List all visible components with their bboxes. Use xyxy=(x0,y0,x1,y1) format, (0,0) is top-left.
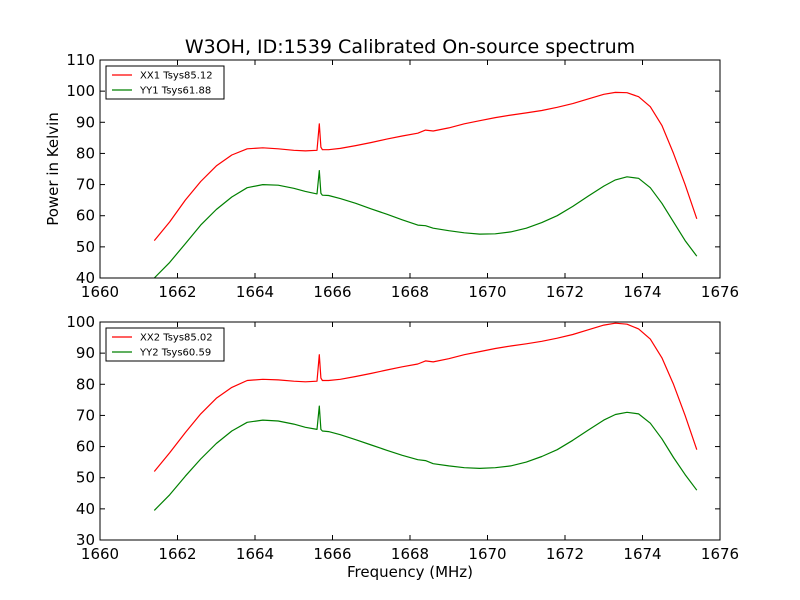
y-tick-label: 50 xyxy=(76,469,95,487)
x-tick-label: 1664 xyxy=(236,283,274,301)
x-tick-label: 1662 xyxy=(158,283,196,301)
y-tick-label: 40 xyxy=(76,500,95,518)
series-line-yy-panel-1 xyxy=(153,170,698,279)
legend-entry: YY1 Tsys61.88 xyxy=(139,86,211,97)
x-tick-label: 1672 xyxy=(546,545,584,563)
legend-box xyxy=(105,65,225,100)
y-tick-label: 40 xyxy=(76,269,95,287)
y-axis-label: Power in Kelvin xyxy=(44,112,62,226)
x-tick-label: 1670 xyxy=(468,283,506,301)
x-tick-label: 1662 xyxy=(158,545,196,563)
y-tick-label: 50 xyxy=(76,238,95,256)
legend-box xyxy=(105,327,225,362)
x-tick-label: 1668 xyxy=(391,283,429,301)
x-tick-label: 1672 xyxy=(546,283,584,301)
y-tick-label: 110 xyxy=(66,51,95,69)
legend-entry: XX2 Tsys85.02 xyxy=(140,333,213,344)
y-tick-label: 90 xyxy=(76,344,95,362)
legend: XX1 Tsys85.12 YY1 Tsys61.88 xyxy=(105,65,225,100)
y-tick-label: 60 xyxy=(76,438,95,456)
y-tick-label: 60 xyxy=(76,207,95,225)
x-tick-label: 1660 xyxy=(81,283,119,301)
top-panel: 1660 1662 1664 1666 1668 1670 1672 1674 1676 40 50… xyxy=(66,51,739,301)
x-tick-label: 1676 xyxy=(701,283,739,301)
x-axis-label: Frequency (MHz) xyxy=(347,563,473,581)
y-tick-label: 70 xyxy=(76,406,95,424)
x-tick-label: 1666 xyxy=(313,545,351,563)
x-tick-label: 1660 xyxy=(81,545,119,563)
x-tick-label: 1668 xyxy=(391,545,429,563)
x-tick-label: 1674 xyxy=(623,283,661,301)
y-tick-label: 30 xyxy=(76,531,95,549)
y-tick-label: 100 xyxy=(66,82,95,100)
y-tick-label: 100 xyxy=(66,313,95,331)
legend-entry: YY2 Tsys60.59 xyxy=(139,348,211,359)
y-tick-label: 80 xyxy=(76,144,95,162)
series-line-yy-panel-2 xyxy=(153,405,698,511)
legend: XX2 Tsys85.02 YY2 Tsys60.59 xyxy=(105,327,225,362)
x-tick-label: 1666 xyxy=(313,283,351,301)
series-line-xx-panel-2 xyxy=(153,322,698,472)
chart-title: W3OH, ID:1539 Calibrated On-source spect… xyxy=(185,36,635,58)
x-tick-label: 1676 xyxy=(701,545,739,563)
y-tick-label: 80 xyxy=(76,375,95,393)
legend-entry: XX1 Tsys85.12 xyxy=(140,71,213,82)
bottom-panel: 1660 1662 1664 1666 1668 1670 1672 1674 1676 30 40… xyxy=(66,313,739,563)
x-tick-label: 1670 xyxy=(468,545,506,563)
x-tick-label: 1674 xyxy=(623,545,661,563)
series-line-xx-panel-1 xyxy=(153,91,698,241)
y-tick-label: 90 xyxy=(76,113,95,131)
y-tick-label: 70 xyxy=(76,176,95,194)
x-tick-label: 1664 xyxy=(236,545,274,563)
